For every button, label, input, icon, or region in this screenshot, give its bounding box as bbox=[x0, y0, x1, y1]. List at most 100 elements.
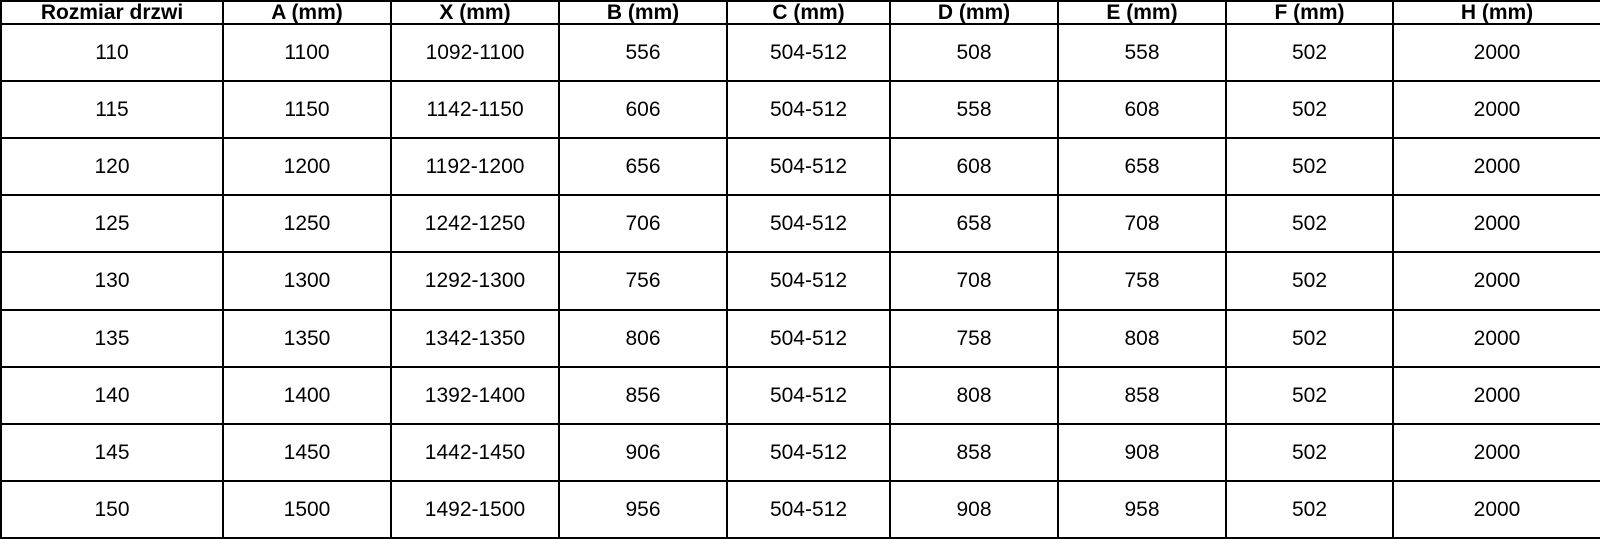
table-cell: 502 bbox=[1225, 22, 1394, 83]
table-cell: 145 bbox=[0, 422, 224, 482]
table-cell: 956 bbox=[558, 479, 728, 539]
table-cell: 2000 bbox=[1392, 22, 1600, 83]
table-row: 110 1100 1092-1100 556 504-512 508 558 502 2000 bbox=[0, 22, 1600, 83]
table-cell: 1492-1500 bbox=[390, 479, 560, 539]
table-cell: 115 bbox=[0, 80, 224, 140]
table-cell: 1350 bbox=[222, 308, 392, 368]
table-cell: 502 bbox=[1225, 137, 1394, 197]
table-cell: 1392-1400 bbox=[390, 365, 560, 425]
table-cell: 908 bbox=[889, 479, 1059, 539]
table-cell: 608 bbox=[889, 137, 1059, 197]
column-header: E (mm) bbox=[1057, 0, 1227, 25]
table-cell: 1250 bbox=[222, 194, 392, 254]
table-body: 110 1100 1092-1100 556 504-512 508 558 502 2000 1… bbox=[0, 22, 1600, 539]
column-header: D (mm) bbox=[889, 0, 1059, 25]
table-cell: 1200 bbox=[222, 137, 392, 197]
table-cell: 856 bbox=[558, 365, 728, 425]
table-cell: 502 bbox=[1225, 365, 1394, 425]
table-cell: 608 bbox=[1057, 80, 1227, 140]
table-row: 150 1500 1492-1500 956 504-512 908 958 502 2000 bbox=[0, 479, 1600, 539]
table-cell: 758 bbox=[1057, 251, 1227, 311]
table-cell: 2000 bbox=[1392, 251, 1600, 311]
table-cell: 502 bbox=[1225, 422, 1394, 482]
table-cell: 508 bbox=[889, 22, 1059, 83]
table-cell: 504-512 bbox=[726, 479, 891, 539]
table-cell: 2000 bbox=[1392, 365, 1600, 425]
column-header: B (mm) bbox=[558, 0, 728, 25]
table-cell: 658 bbox=[1057, 137, 1227, 197]
table-cell: 110 bbox=[0, 22, 224, 83]
table-cell: 2000 bbox=[1392, 194, 1600, 254]
table-cell: 1142-1150 bbox=[390, 80, 560, 140]
table-cell: 504-512 bbox=[726, 422, 891, 482]
table-cell: 658 bbox=[889, 194, 1059, 254]
table-cell: 806 bbox=[558, 308, 728, 368]
table-cell: 140 bbox=[0, 365, 224, 425]
table-row: 130 1300 1292-1300 756 504-512 708 758 502 2000 bbox=[0, 251, 1600, 311]
table-cell: 2000 bbox=[1392, 479, 1600, 539]
table-cell: 1400 bbox=[222, 365, 392, 425]
table-cell: 1242-1250 bbox=[390, 194, 560, 254]
column-header: X (mm) bbox=[390, 0, 560, 25]
table-cell: 858 bbox=[1057, 365, 1227, 425]
table-cell: 606 bbox=[558, 80, 728, 140]
table-row: 140 1400 1392-1400 856 504-512 808 858 502 2000 bbox=[0, 365, 1600, 425]
table-header: Rozmiar drzwi A (mm) X (mm) B (mm) C (mm) D (… bbox=[0, 0, 1600, 25]
table-cell: 556 bbox=[558, 22, 728, 83]
table-row: 145 1450 1442-1450 906 504-512 858 908 502 2000 bbox=[0, 422, 1600, 482]
table-cell: 135 bbox=[0, 308, 224, 368]
table-cell: 756 bbox=[558, 251, 728, 311]
table-cell: 504-512 bbox=[726, 80, 891, 140]
column-header: A (mm) bbox=[222, 0, 392, 25]
table-cell: 502 bbox=[1225, 479, 1394, 539]
table-cell: 558 bbox=[889, 80, 1059, 140]
table-cell: 1292-1300 bbox=[390, 251, 560, 311]
table-cell: 908 bbox=[1057, 422, 1227, 482]
table-cell: 706 bbox=[558, 194, 728, 254]
table-cell: 130 bbox=[0, 251, 224, 311]
table-cell: 150 bbox=[0, 479, 224, 539]
table-cell: 808 bbox=[1057, 308, 1227, 368]
table-cell: 1500 bbox=[222, 479, 392, 539]
table-cell: 502 bbox=[1225, 251, 1394, 311]
table-row: 120 1200 1192-1200 656 504-512 608 658 502 2000 bbox=[0, 137, 1600, 197]
table-cell: 1442-1450 bbox=[390, 422, 560, 482]
table-cell: 906 bbox=[558, 422, 728, 482]
table-cell: 502 bbox=[1225, 194, 1394, 254]
table-cell: 1342-1350 bbox=[390, 308, 560, 368]
table-cell: 504-512 bbox=[726, 308, 891, 368]
header-row: Rozmiar drzwi A (mm) X (mm) B (mm) C (mm) D (… bbox=[0, 0, 1600, 25]
table-cell: 502 bbox=[1225, 308, 1394, 368]
table-cell: 1092-1100 bbox=[390, 22, 560, 83]
table-cell: 504-512 bbox=[726, 365, 891, 425]
table-cell: 958 bbox=[1057, 479, 1227, 539]
table-cell: 504-512 bbox=[726, 251, 891, 311]
table-cell: 120 bbox=[0, 137, 224, 197]
table-cell: 1150 bbox=[222, 80, 392, 140]
table-cell: 1192-1200 bbox=[390, 137, 560, 197]
table-row: 125 1250 1242-1250 706 504-512 658 708 502 2000 bbox=[0, 194, 1600, 254]
column-header: H (mm) bbox=[1392, 0, 1600, 25]
table-cell: 502 bbox=[1225, 80, 1394, 140]
table-cell: 808 bbox=[889, 365, 1059, 425]
table-cell: 504-512 bbox=[726, 137, 891, 197]
table-cell: 858 bbox=[889, 422, 1059, 482]
table-cell: 2000 bbox=[1392, 80, 1600, 140]
table-cell: 708 bbox=[1057, 194, 1227, 254]
table-cell: 125 bbox=[0, 194, 224, 254]
table-cell: 758 bbox=[889, 308, 1059, 368]
table-cell: 1450 bbox=[222, 422, 392, 482]
table-cell: 2000 bbox=[1392, 422, 1600, 482]
table-cell: 1100 bbox=[222, 22, 392, 83]
table-row: 135 1350 1342-1350 806 504-512 758 808 502 2000 bbox=[0, 308, 1600, 368]
table-cell: 656 bbox=[558, 137, 728, 197]
table-cell: 504-512 bbox=[726, 194, 891, 254]
table-cell: 2000 bbox=[1392, 137, 1600, 197]
table-cell: 504-512 bbox=[726, 22, 891, 83]
table-cell: 2000 bbox=[1392, 308, 1600, 368]
table-cell: 558 bbox=[1057, 22, 1227, 83]
table-cell: 1300 bbox=[222, 251, 392, 311]
column-header: Rozmiar drzwi bbox=[0, 0, 224, 25]
column-header: F (mm) bbox=[1225, 0, 1394, 25]
